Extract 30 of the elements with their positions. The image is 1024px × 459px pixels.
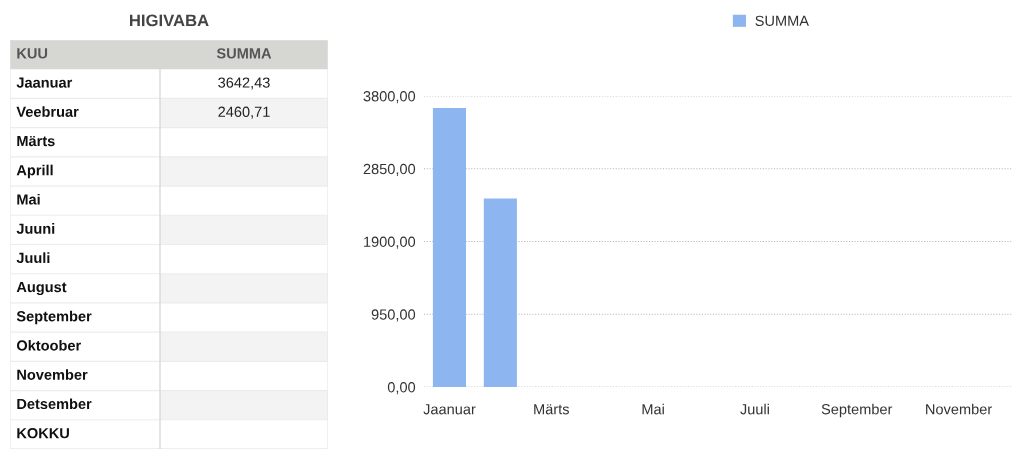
- x-tick-label: Jaanuar: [423, 404, 476, 415]
- data-label: 3642,43: [218, 77, 270, 90]
- x-tick-label: Mai: [642, 403, 664, 415]
- y-tick-label: 950,00: [371, 309, 416, 322]
- category-label: Märts: [17, 135, 55, 147]
- category-label: September: [16, 310, 92, 325]
- y-tick-label: 3800,00: [363, 91, 416, 104]
- category-label: Veebruar: [16, 106, 79, 117]
- text: HIGIVABA: [129, 14, 209, 27]
- y-tick-label: 1900,00: [364, 236, 416, 249]
- category-label: Aprill: [16, 164, 53, 179]
- category-label: November: [17, 369, 88, 380]
- x-tick-label: Juuli: [740, 403, 769, 415]
- category-label: Mai: [17, 193, 40, 205]
- category-label: Jaanuar: [16, 77, 73, 88]
- category-label: Detsember: [17, 398, 92, 410]
- category-label: Oktoober: [16, 339, 81, 351]
- y-tick-label: 0,00: [387, 382, 416, 395]
- x-tick-label: November: [926, 403, 992, 415]
- text: KUU: [17, 48, 48, 59]
- x-tick-label: Märts: [534, 404, 569, 415]
- y-tick-label: 2850,00: [363, 163, 416, 176]
- category-label: August: [16, 282, 67, 296]
- category-label: Juuli: [16, 252, 50, 264]
- category-label: Juuni: [16, 223, 55, 234]
- x-tick-label: September: [821, 403, 893, 418]
- legend-label: SUMMA: [755, 15, 809, 26]
- data-label: 2460,71: [218, 106, 270, 119]
- category-label: KOKKU: [17, 427, 69, 439]
- text: SUMMA: [216, 48, 272, 59]
